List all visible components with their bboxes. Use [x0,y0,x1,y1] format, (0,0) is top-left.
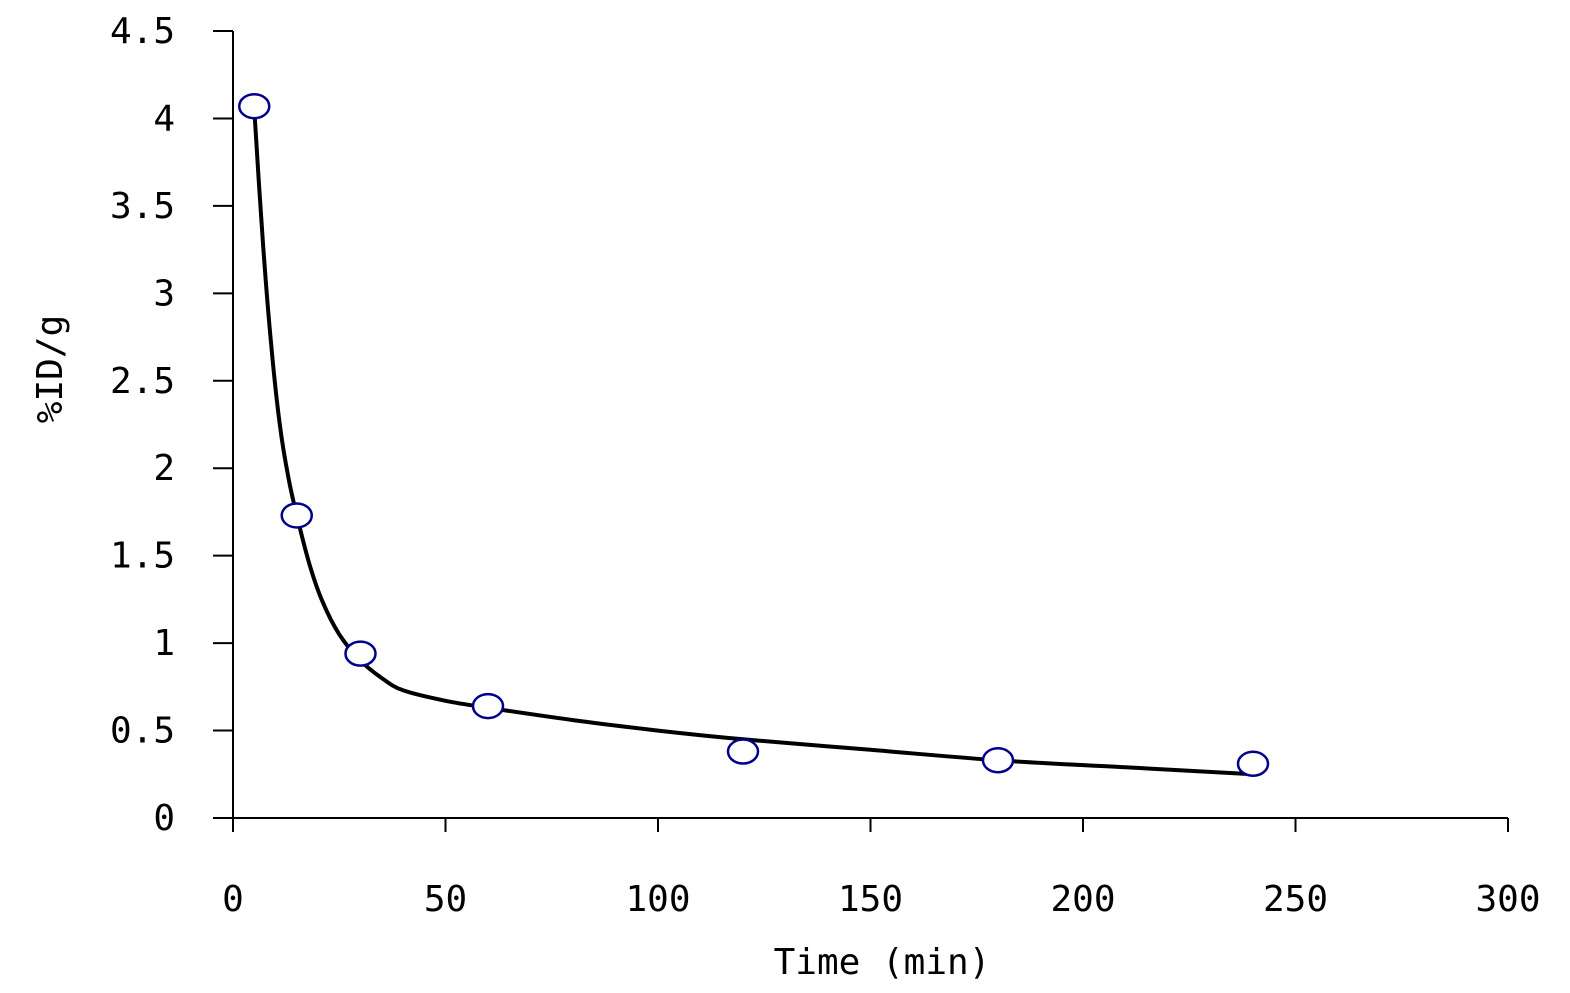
y-tick-label: 1.5 [110,536,175,577]
data-points [238,92,1270,778]
tick-marks [213,30,1509,832]
y-tick-label: 4 [153,98,175,139]
y-tick-label: 4.5 [110,11,175,52]
x-tick-label: 0 [222,879,244,920]
x-tick-label: 50 [424,879,467,920]
data-point [981,747,1015,774]
x-tick-label: 200 [1050,879,1115,920]
fit-curve [252,109,1254,777]
data-point [344,640,377,667]
data-point [726,738,760,765]
y-tick-label: 0 [153,798,175,839]
x-tick-label: 250 [1263,879,1328,920]
y-tick-label: 0.5 [110,711,175,752]
x-axis-title: Time (min) [774,942,991,983]
y-tick-label: 1 [153,623,175,664]
x-tick-label: 300 [1475,879,1540,920]
y-tick-label: 2.5 [110,361,175,402]
fit-curve-layer [252,109,1254,777]
x-tick-label: 100 [625,879,690,920]
y-tick-label: 2 [153,448,175,489]
data-point [238,92,271,120]
data-point [1236,750,1270,778]
data-point [471,692,505,720]
y-tick-label: 3 [153,273,175,314]
y-axis-title: %ID/g [30,315,71,423]
tick-labels: 0 0.5 1 1.5 2 2.5 3 3.5 4 4.5 0 50 100 150 200 250 300 [110,11,1541,920]
x-tick-label: 150 [838,879,903,920]
data-point [280,502,313,529]
axes [232,31,1508,819]
y-tick-label: 3.5 [110,186,175,227]
